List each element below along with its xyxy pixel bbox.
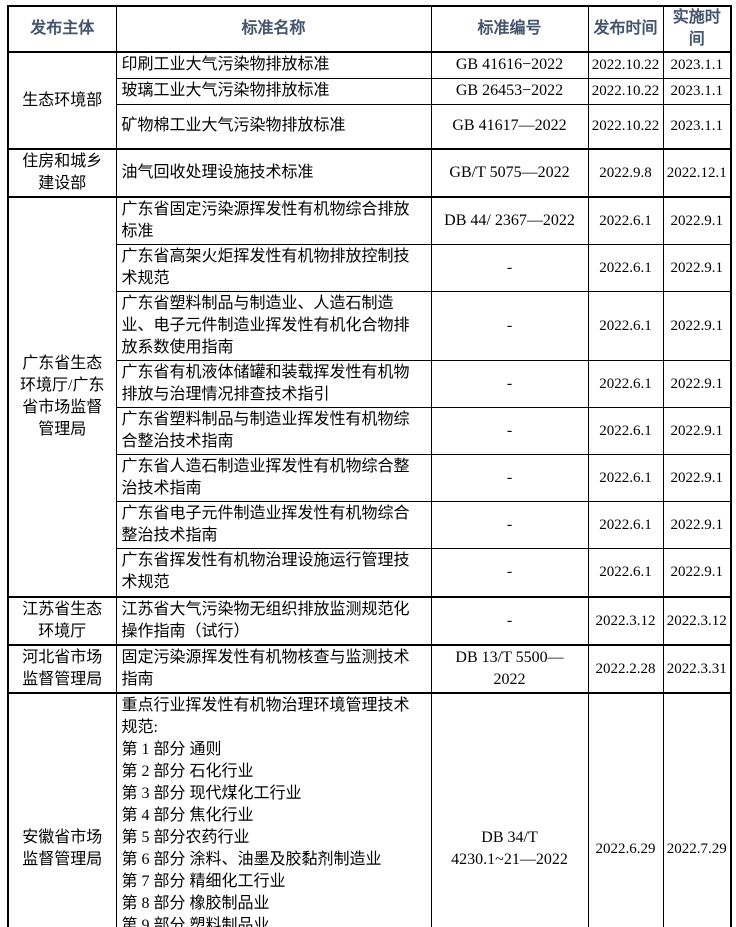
table-row: 广东省电子元件制造业挥发性有机物综合整治技术指南 -2022.6.1 2022.9.…: [8, 501, 732, 549]
publisher-cell: 河北省市场 监督管理局: [7, 643, 117, 693]
implementation-date-cell: 2022.9.1: [662, 360, 732, 408]
implementation-date-cell: 2022.3.31: [662, 643, 732, 693]
standard-number-cell: -: [430, 244, 589, 292]
table-row: 广东省人造石制造业挥发性有机物综合整治技术指南 -2022.6.1 2022.9.1: [8, 454, 732, 502]
table-header: 发布主体 标准名称 标准编号 发布时间 实施时间: [7, 5, 732, 53]
publisher-cell: 江苏省生态 环境厅: [7, 595, 117, 645]
header-implementation-date: 实施时间: [662, 5, 732, 53]
issue-date-cell: 2022.10.22: [587, 103, 664, 150]
standard-name-cell: 广东省塑料制品与制造业挥发性有机物综合整治技术指南: [115, 407, 432, 455]
header-publisher: 发布主体: [7, 5, 117, 53]
header-standard-number: 标准编号: [430, 5, 589, 53]
standard-number-cell: DB 13/T 5500— 2022: [430, 643, 589, 693]
table-row: 河北省市场 监督管理局 固定污染源挥发性有机物核查与监测技术指南 DB 13/T 5…: [7, 643, 732, 693]
standard-name-cell: 固定污染源挥发性有机物核查与监测技术指南: [115, 643, 432, 693]
implementation-date-cell: 2022.9.1: [662, 407, 732, 455]
standard-name-cell: 广东省电子元件制造业挥发性有机物综合整治技术指南: [115, 501, 432, 549]
standard-name-cell: 广东省高架火炬挥发性有机物排放控制技术规范: [115, 244, 432, 292]
standard-name-cell: 矿物棉工业大气污染物排放标准: [115, 103, 432, 150]
publisher-cell: 住房和城乡 建设部: [7, 148, 117, 198]
issue-date-cell: 2022.6.1: [587, 454, 664, 502]
standard-name-cell: 印刷工业大气污染物排放标准: [115, 51, 432, 79]
standard-number-cell: GB/T 5075—2022: [430, 148, 589, 198]
implementation-date-cell: 2022.3.12: [662, 595, 732, 645]
standard-name-cell: 油气回收处理设施技术标准: [115, 148, 432, 198]
standard-number-cell: -: [430, 360, 589, 408]
issue-date-cell: 2022.6.1: [587, 407, 664, 455]
implementation-date-cell: 2022.9.1: [662, 501, 732, 549]
table-row: 广东省塑料制品与制造业、人造石制造业、电子元件制造业挥发性有机化合物排放系数使用…: [8, 291, 732, 361]
standard-name-cell: 广东省有机液体储罐和装载挥发性有机物排放与治理情况排查技术指引: [115, 360, 432, 408]
table-row: 生态环境部 印刷工业大气污染物排放标准 GB 41616−2022 2022.10.2…: [7, 51, 732, 150]
standards-table: 发布主体 标准名称 标准编号 发布时间 实施时间 生态环境部 印刷工业大气污染物排…: [7, 5, 732, 927]
header-standard-name: 标准名称: [115, 5, 432, 53]
header-issue-date: 发布时间: [587, 5, 664, 53]
standard-name-cell: 广东省挥发性有机物治理设施运行管理技术规范: [115, 548, 432, 597]
implementation-date-cell: 2022.9.1: [662, 244, 732, 292]
table-row: 住房和城乡 建设部 油气回收处理设施技术标准 GB/T 5075—2022 2022.…: [7, 148, 732, 198]
publisher-cell: 安徽省市场 监督管理局: [7, 691, 117, 927]
standard-name-cell: 玻璃工业大气污染物排放标准: [115, 77, 432, 105]
implementation-date-cell: 2023.1.1: [662, 103, 732, 150]
standard-name-cell: 江苏省大气污染物无组织排放监测规范化操作指南（试行）: [115, 595, 432, 645]
issue-date-cell: 2022.6.29: [587, 691, 664, 927]
standard-number-cell: -: [430, 291, 589, 361]
standard-number-cell: GB 41616−2022: [430, 51, 589, 79]
table-row: 广东省高架火炬挥发性有机物排放控制技术规范 -2022.6.1 2022.9.1: [8, 244, 732, 292]
implementation-date-cell: 2022.7.29: [662, 691, 732, 927]
implementation-date-cell: 2022.9.1: [662, 548, 732, 597]
standard-number-cell: DB 34/T 4230.1~21—2022: [430, 691, 589, 927]
issue-date-cell: 2022.6.1: [587, 548, 664, 597]
table-row: 广东省挥发性有机物治理设施运行管理技术规范 -2022.6.1 2022.9.1: [8, 548, 732, 597]
table-row: 安徽省市场 监督管理局 重点行业挥发性有机物治理环境管理技术规范: 第 1 部分 …: [7, 691, 732, 927]
issue-date-cell: 2022.6.1: [587, 501, 664, 549]
table-row: 广东省生态 环境厅/广东 省市场监督 管理局 广东省固定污染源挥发性有机物综合排放…: [7, 196, 732, 597]
standard-number-cell: -: [430, 501, 589, 549]
table-row: 玻璃工业大气污染物排放标准 GB 26453−2022 2022.10.22 2023…: [8, 77, 732, 105]
standard-number-cell: -: [430, 595, 589, 645]
standard-name-cell: 广东省塑料制品与制造业、人造石制造业、电子元件制造业挥发性有机化合物排放系数使用…: [115, 291, 432, 361]
standard-name-cell: 重点行业挥发性有机物治理环境管理技术规范: 第 1 部分 通则 第 2 部分 石…: [115, 691, 432, 927]
table-row: 广东省塑料制品与制造业挥发性有机物综合整治技术指南 -2022.6.1 2022.9…: [8, 407, 732, 455]
implementation-date-cell: 2022.9.1: [662, 291, 732, 361]
table-row: 矿物棉工业大气污染物排放标准 GB 41617—2022 2022.10.22 202…: [8, 103, 732, 150]
standard-number-cell: GB 26453−2022: [430, 77, 589, 105]
implementation-date-cell: 2022.9.1: [662, 196, 732, 245]
issue-date-cell: 2022.6.1: [587, 196, 664, 245]
publisher-cell: 生态环境部: [7, 51, 117, 150]
publisher-cell: 广东省生态 环境厅/广东 省市场监督 管理局: [7, 196, 117, 597]
issue-date-cell: 2022.6.1: [587, 291, 664, 361]
table-body: 生态环境部 印刷工业大气污染物排放标准 GB 41616−2022 2022.10.2…: [7, 51, 732, 927]
issue-date-cell: 2022.3.12: [587, 595, 664, 645]
standard-name-cell: 广东省人造石制造业挥发性有机物综合整治技术指南: [115, 454, 432, 502]
table-row: 广东省有机液体储罐和装载挥发性有机物排放与治理情况排查技术指引 -2022.6.1…: [8, 360, 732, 408]
issue-date-cell: 2022.9.8: [587, 148, 664, 198]
issue-date-cell: 2022.2.28: [587, 643, 664, 693]
standard-number-cell: -: [430, 454, 589, 502]
issue-date-cell: 2022.10.22: [587, 51, 664, 79]
standard-number-cell: -: [430, 548, 589, 597]
standard-number-cell: -: [430, 407, 589, 455]
standard-name-cell: 广东省固定污染源挥发性有机物综合排放标准: [115, 196, 432, 245]
implementation-date-cell: 2023.1.1: [662, 77, 732, 105]
issue-date-cell: 2022.6.1: [587, 244, 664, 292]
implementation-date-cell: 2022.9.1: [662, 454, 732, 502]
implementation-date-cell: 2022.12.1: [662, 148, 732, 198]
issue-date-cell: 2022.6.1: [587, 360, 664, 408]
table-row: 江苏省生态 环境厅 江苏省大气污染物无组织排放监测规范化操作指南（试行） -2022…: [7, 595, 732, 645]
issue-date-cell: 2022.10.22: [587, 77, 664, 105]
header-row: 发布主体 标准名称 标准编号 发布时间 实施时间: [7, 5, 732, 53]
standard-number-cell: DB 44/ 2367—2022: [430, 196, 589, 245]
standard-number-cell: GB 41617—2022: [430, 103, 589, 150]
implementation-date-cell: 2023.1.1: [662, 51, 732, 79]
